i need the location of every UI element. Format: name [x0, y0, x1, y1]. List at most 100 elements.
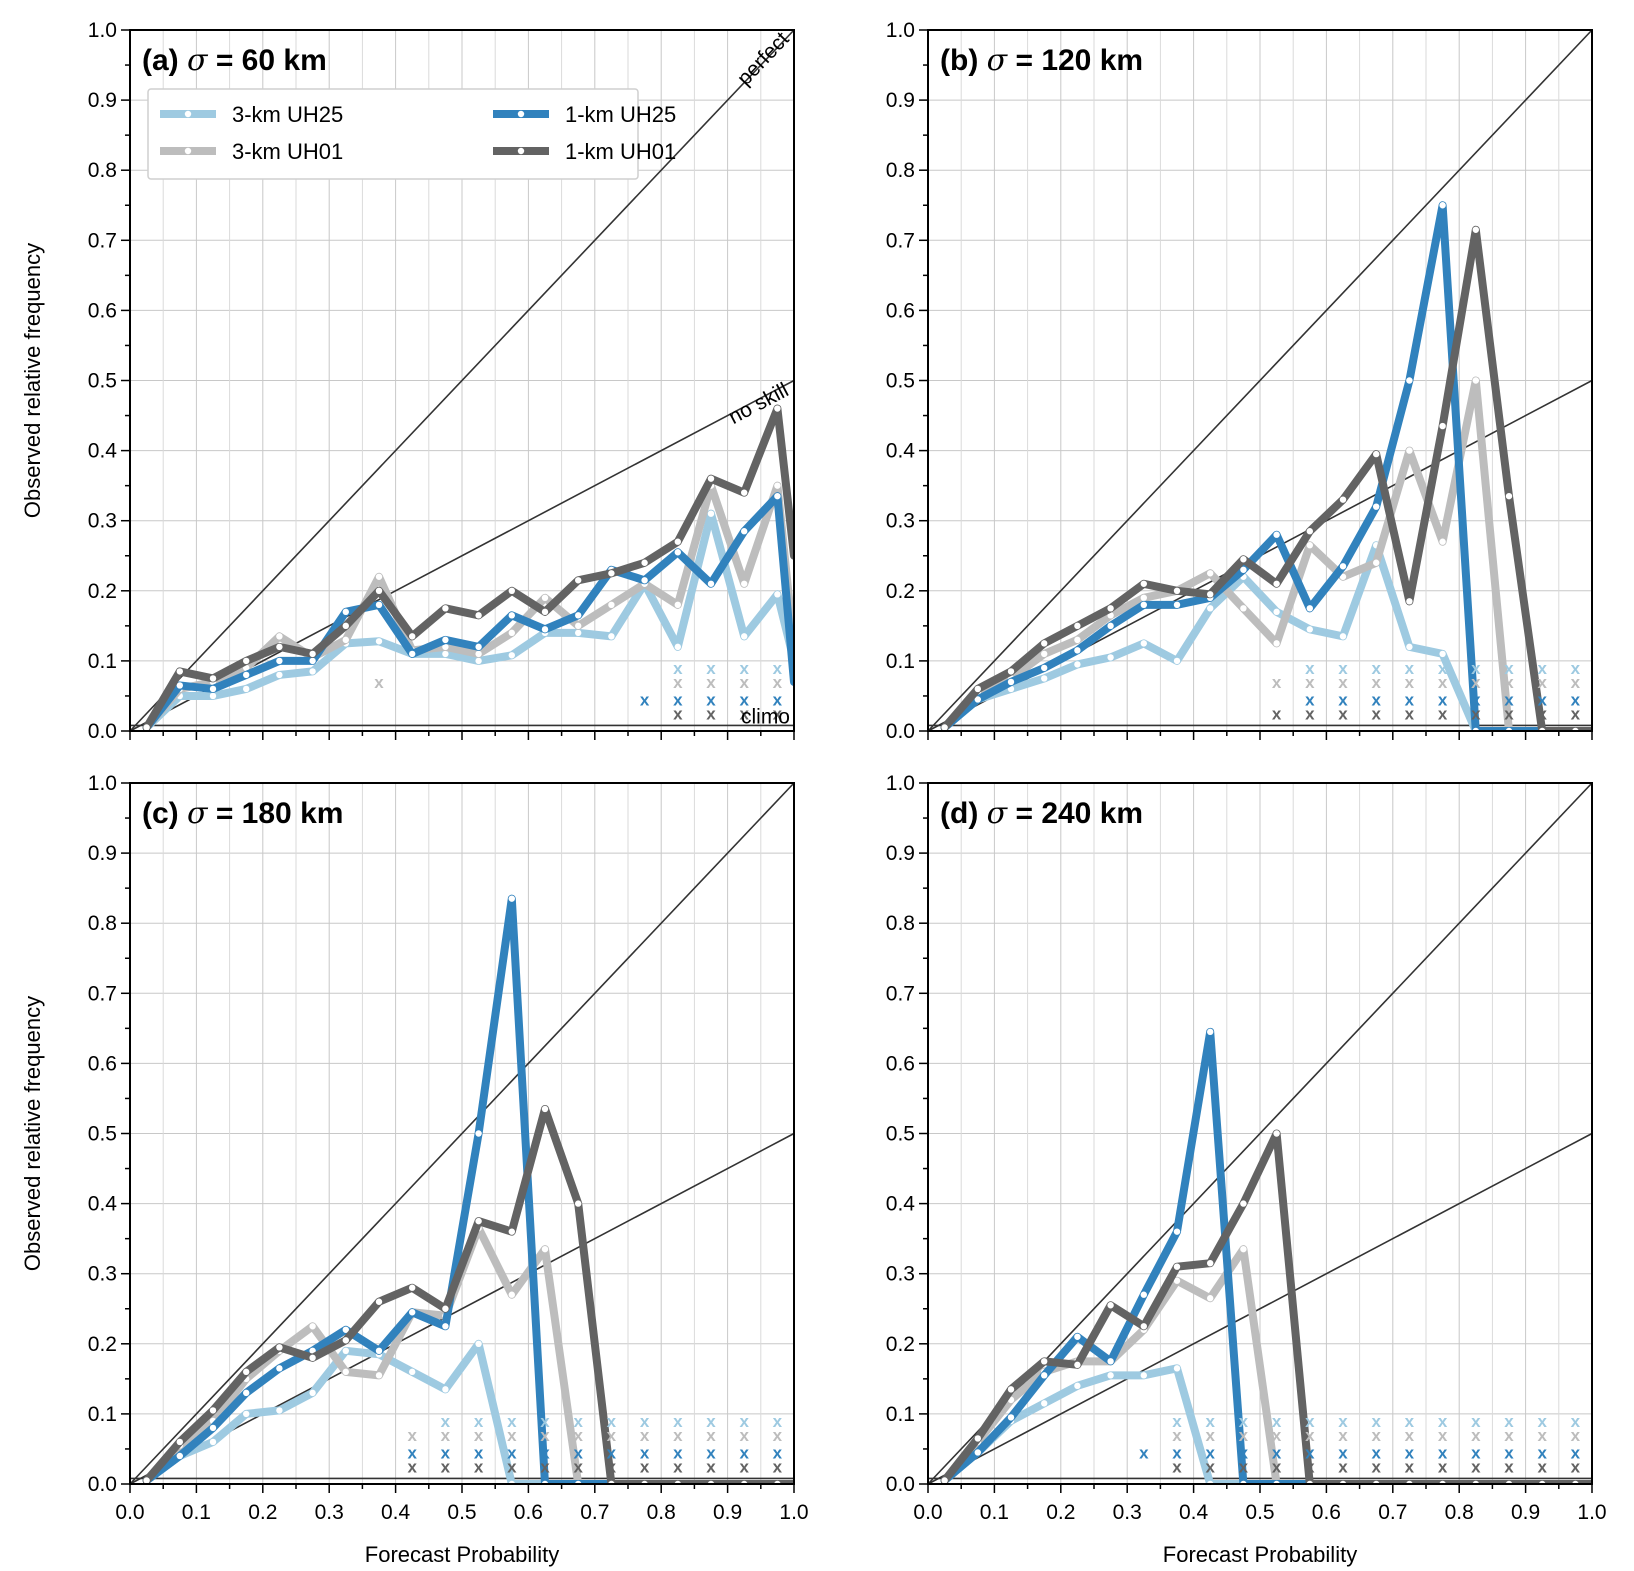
sample-marker: x: [640, 1457, 650, 1476]
sample-marker: x: [1305, 704, 1315, 723]
data-point: [375, 587, 383, 594]
sample-marker: x: [1338, 690, 1348, 709]
title-sigma: σ: [987, 43, 1009, 78]
sample-marker: x: [1305, 1412, 1315, 1431]
x-tick-label: 0.8: [647, 1501, 676, 1524]
sample-marker: x: [1405, 673, 1415, 692]
data-point: [741, 528, 748, 535]
data-point: [409, 1309, 416, 1316]
data-point: [309, 1323, 316, 1330]
sample-marker: x: [1371, 1457, 1381, 1476]
data-point: [1240, 556, 1247, 563]
title-rest: = 180 km: [207, 797, 343, 830]
data-point: [1373, 503, 1380, 510]
perfect-label: perfect: [733, 28, 794, 91]
sample-marker: x: [573, 1457, 583, 1476]
series-line: [142, 894, 794, 1484]
sample-marker: x: [739, 704, 749, 723]
data-point: [1273, 608, 1280, 616]
sample-marker: x: [540, 1426, 550, 1445]
sample-marker: x: [706, 1457, 716, 1476]
x-tick-label: 0.1: [980, 1501, 1009, 1524]
sample-marker: x: [1305, 659, 1315, 678]
data-point: [608, 633, 615, 640]
y-tick-label: 0.2: [88, 1333, 117, 1356]
sample-marker: x: [374, 673, 384, 692]
sample-marker: x: [739, 673, 749, 692]
sample-marker: x: [1239, 1426, 1249, 1445]
data-point: [974, 1449, 981, 1456]
y-tick-label: 1.0: [88, 772, 117, 795]
sample-marker: x: [1405, 1412, 1415, 1431]
sample-marker: x: [1172, 1457, 1182, 1476]
data-point: [1140, 594, 1148, 602]
series-group: [142, 404, 794, 731]
panel-title: (b) σ = 120 km: [940, 43, 1143, 78]
sample-marker: x: [407, 1443, 417, 1462]
data-point: [342, 636, 349, 644]
x-tick-label: 0.2: [248, 1501, 277, 1524]
data-point: [342, 622, 349, 630]
sample-marker: x: [540, 1443, 550, 1462]
sample-marker: x: [1537, 659, 1547, 678]
sample-marker: x: [1205, 1426, 1215, 1445]
data-point: [243, 671, 250, 679]
data-point: [276, 657, 283, 665]
sample-marker: x: [706, 690, 716, 709]
data-point: [1439, 202, 1446, 209]
data-point: [1406, 447, 1413, 454]
sample-marker: x: [1338, 673, 1348, 692]
data-point: [409, 650, 416, 658]
data-point: [1041, 1372, 1048, 1379]
sample-marker: x: [673, 704, 683, 723]
perfect-line: [927, 29, 1593, 732]
sample-marker: x: [1471, 1443, 1481, 1462]
sample-marker: x: [773, 1412, 783, 1431]
legend-label: 1-km UH25: [565, 102, 676, 127]
x-tick-label: 0.6: [1312, 1501, 1341, 1524]
data-point: [1306, 528, 1314, 535]
sample-marker: x: [1272, 1426, 1282, 1445]
data-point: [541, 608, 549, 616]
y-tick-label: 0.1: [88, 650, 117, 673]
sample-marker: x: [441, 1426, 451, 1445]
sample-marker: x: [739, 1412, 749, 1431]
data-point: [1007, 678, 1015, 686]
data-point: [508, 612, 515, 619]
sample-marker: x: [1338, 1457, 1348, 1476]
data-point: [1439, 538, 1446, 545]
x-axis-label: Forecast Probability: [1163, 1542, 1357, 1567]
data-point: [641, 577, 648, 584]
data-point: [342, 1337, 349, 1344]
y-tick-label: 0.5: [886, 1123, 915, 1146]
y-tick-label: 0.4: [88, 1193, 118, 1216]
data-point: [1107, 654, 1114, 661]
x-tick-label: 0.0: [913, 1501, 942, 1524]
data-point: [375, 601, 383, 609]
data-point: [442, 1323, 449, 1330]
sample-marker: x: [1405, 1457, 1415, 1476]
data-point: [1406, 598, 1413, 605]
data-point: [243, 1410, 250, 1418]
y-tick-label: 0.0: [886, 1473, 915, 1496]
sample-marker: x: [673, 1412, 683, 1431]
sample-marker: x: [1471, 1426, 1481, 1445]
data-point: [1406, 377, 1413, 384]
data-point: [1041, 664, 1048, 672]
data-point: [575, 1200, 582, 1207]
sample-marker: x: [1338, 1443, 1348, 1462]
sample-marker: x: [1438, 1426, 1448, 1445]
data-point: [309, 1389, 316, 1397]
data-point: [375, 638, 383, 645]
sample-marker: x: [1537, 1412, 1547, 1431]
data-point: [508, 629, 515, 637]
data-point: [1107, 1302, 1114, 1309]
y-tick-label: 0.2: [886, 1333, 915, 1356]
data-point: [1339, 573, 1347, 580]
sample-marker: x: [773, 659, 783, 678]
data-point: [276, 643, 283, 651]
data-point: [508, 895, 515, 902]
data-point: [1173, 1277, 1181, 1284]
data-point: [243, 1368, 250, 1376]
data-point: [243, 1389, 250, 1397]
